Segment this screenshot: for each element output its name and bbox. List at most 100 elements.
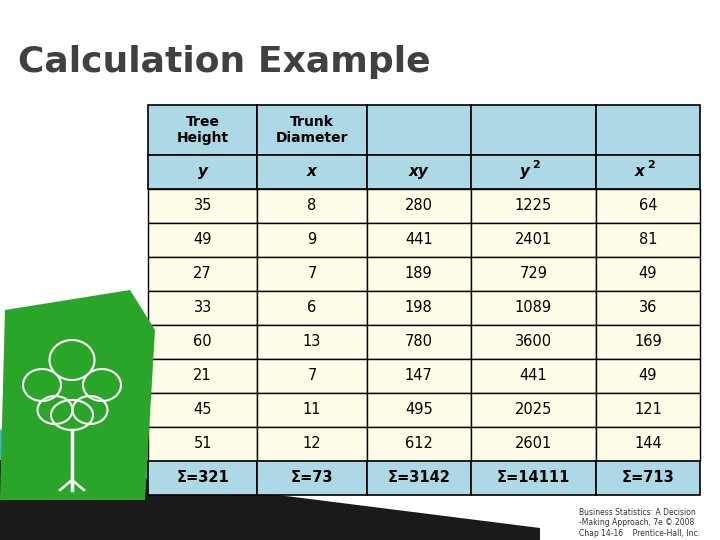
Bar — [257, 393, 366, 427]
Text: 35: 35 — [194, 198, 212, 213]
Bar — [471, 291, 596, 325]
Bar — [471, 222, 596, 256]
Bar — [596, 393, 700, 427]
Bar — [257, 325, 366, 359]
Text: Trunk
Diameter: Trunk Diameter — [276, 114, 348, 145]
Bar — [148, 256, 257, 291]
Bar — [596, 291, 700, 325]
Text: Σ=73: Σ=73 — [291, 470, 333, 485]
Bar — [257, 222, 366, 256]
Bar — [148, 325, 257, 359]
Bar — [471, 154, 596, 188]
Bar — [596, 154, 700, 188]
Bar — [148, 291, 257, 325]
Bar — [596, 256, 700, 291]
Text: x: x — [307, 164, 317, 179]
Bar — [596, 461, 700, 495]
Text: 2: 2 — [647, 160, 654, 171]
Bar — [471, 256, 596, 291]
Text: 495: 495 — [405, 402, 433, 417]
Text: 11: 11 — [303, 402, 321, 417]
Text: 198: 198 — [405, 300, 433, 315]
Bar — [257, 461, 366, 495]
Text: Tree
Height: Tree Height — [176, 114, 229, 145]
Text: 7: 7 — [307, 368, 317, 383]
Text: 49: 49 — [639, 266, 657, 281]
Text: 21: 21 — [194, 368, 212, 383]
Bar — [257, 105, 366, 154]
Bar — [257, 359, 366, 393]
Text: 81: 81 — [639, 232, 657, 247]
Text: 12: 12 — [302, 436, 321, 451]
Bar — [596, 325, 700, 359]
Bar — [366, 188, 471, 222]
Text: 612: 612 — [405, 436, 433, 451]
Text: 144: 144 — [634, 436, 662, 451]
Polygon shape — [0, 460, 540, 540]
Bar — [148, 154, 257, 188]
Bar — [148, 222, 257, 256]
Bar — [366, 154, 471, 188]
Bar — [596, 222, 700, 256]
Bar — [148, 393, 257, 427]
Bar — [148, 105, 257, 154]
Bar — [366, 291, 471, 325]
Text: 33: 33 — [194, 300, 212, 315]
Text: 3600: 3600 — [515, 334, 552, 349]
Text: 121: 121 — [634, 402, 662, 417]
Text: x: x — [635, 164, 645, 179]
Text: 729: 729 — [519, 266, 547, 281]
Bar — [148, 461, 257, 495]
Text: 7: 7 — [307, 266, 317, 281]
Text: 51: 51 — [194, 436, 212, 451]
Bar — [366, 427, 471, 461]
Text: 45: 45 — [194, 402, 212, 417]
Text: 27: 27 — [193, 266, 212, 281]
Bar — [257, 291, 366, 325]
Bar — [148, 188, 257, 222]
Text: 441: 441 — [520, 368, 547, 383]
Bar — [366, 393, 471, 427]
Text: 147: 147 — [405, 368, 433, 383]
Bar — [257, 188, 366, 222]
Text: 441: 441 — [405, 232, 433, 247]
Text: 2601: 2601 — [515, 436, 552, 451]
Text: Business Statistics: A Decision
-Making Approach, 7e © 2008
Chap 14-16    Prenti: Business Statistics: A Decision -Making … — [579, 508, 700, 538]
Bar — [471, 359, 596, 393]
Bar — [366, 461, 471, 495]
Bar — [148, 427, 257, 461]
Text: Σ=3142: Σ=3142 — [387, 470, 450, 485]
Bar — [148, 359, 257, 393]
Bar — [366, 359, 471, 393]
Bar — [366, 325, 471, 359]
Bar — [596, 359, 700, 393]
Text: Calculation Example: Calculation Example — [18, 45, 431, 79]
Text: 189: 189 — [405, 266, 433, 281]
Text: 49: 49 — [639, 368, 657, 383]
Bar — [471, 427, 596, 461]
Polygon shape — [0, 290, 155, 500]
Bar — [366, 105, 471, 154]
Text: 6: 6 — [307, 300, 317, 315]
Text: 60: 60 — [194, 334, 212, 349]
Bar — [596, 105, 700, 154]
Text: 13: 13 — [303, 334, 321, 349]
Text: 9: 9 — [307, 232, 317, 247]
Bar — [471, 393, 596, 427]
Text: 49: 49 — [194, 232, 212, 247]
Text: 2401: 2401 — [515, 232, 552, 247]
Text: 2025: 2025 — [515, 402, 552, 417]
Text: y: y — [521, 164, 531, 179]
Bar — [471, 188, 596, 222]
Text: Σ=713: Σ=713 — [621, 470, 675, 485]
Polygon shape — [0, 350, 175, 540]
Bar — [257, 154, 366, 188]
Text: 1225: 1225 — [515, 198, 552, 213]
Text: Σ=14111: Σ=14111 — [497, 470, 570, 485]
Text: 169: 169 — [634, 334, 662, 349]
Bar — [257, 256, 366, 291]
Text: 2: 2 — [532, 160, 540, 171]
Bar — [596, 188, 700, 222]
Bar — [471, 325, 596, 359]
Bar — [366, 222, 471, 256]
